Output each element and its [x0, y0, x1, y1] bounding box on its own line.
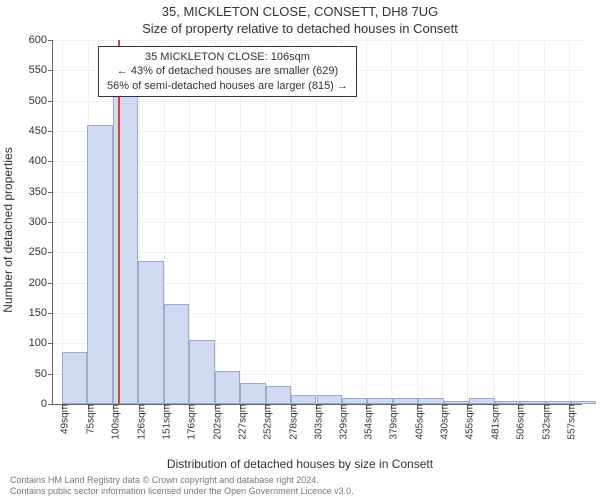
footer-line: Contains public sector information licen…: [10, 486, 354, 497]
histogram-bar: [342, 398, 367, 404]
chart-title: 35, MICKLETON CLOSE, CONSETT, DH8 7UG: [0, 4, 600, 19]
ytick-label: 100: [29, 337, 53, 349]
xtick-label: 252sqm: [256, 404, 273, 440]
histogram-bar: [215, 371, 240, 404]
xtick-label: 100sqm: [104, 404, 121, 440]
gridline-v: [467, 40, 468, 404]
ytick-label: 450: [29, 125, 53, 137]
annotation-line: 56% of semi-detached houses are larger (…: [107, 79, 348, 93]
histogram-bar: [317, 395, 342, 404]
x-axis-label: Distribution of detached houses by size …: [0, 457, 600, 471]
xtick-label: 455sqm: [459, 404, 476, 440]
ytick-label: 400: [29, 155, 53, 167]
histogram-bar: [367, 398, 392, 404]
histogram-bar: [189, 340, 214, 404]
xtick-label: 430sqm: [434, 404, 451, 440]
ytick-label: 0: [41, 398, 53, 410]
histogram-bar: [469, 398, 494, 404]
histogram-bar: [418, 398, 443, 404]
y-axis-label: Number of detached properties: [1, 147, 15, 312]
xtick-label: 557sqm: [561, 404, 578, 440]
gridline-v: [62, 40, 63, 404]
xtick-label: 176sqm: [180, 404, 197, 440]
xtick-label: 405sqm: [409, 404, 426, 440]
ytick-label: 150: [29, 307, 53, 319]
histogram-bar: [444, 401, 469, 404]
histogram-bar: [266, 386, 291, 404]
chart-container: { "chart": { "type": "histogram", "title…: [0, 0, 600, 500]
xtick-label: 506sqm: [510, 404, 527, 440]
ytick-label: 550: [29, 64, 53, 76]
xtick-label: 532sqm: [536, 404, 553, 440]
histogram-bar: [113, 95, 138, 404]
histogram-bar: [164, 304, 189, 404]
ytick-label: 500: [29, 95, 53, 107]
ytick-label: 250: [29, 246, 53, 258]
gridline-v: [442, 40, 443, 404]
xtick-label: 202sqm: [206, 404, 223, 440]
histogram-bar: [87, 125, 112, 404]
chart-subtitle: Size of property relative to detached ho…: [0, 21, 600, 36]
xtick-label: 354sqm: [358, 404, 375, 440]
gridline-v: [569, 40, 570, 404]
ytick-label: 300: [29, 216, 53, 228]
ytick-label: 200: [29, 277, 53, 289]
gridline-v: [417, 40, 418, 404]
xtick-label: 481sqm: [485, 404, 502, 440]
ytick-label: 50: [35, 368, 53, 380]
histogram-bar: [546, 401, 571, 404]
gridline-h: [53, 40, 582, 41]
xtick-label: 329sqm: [333, 404, 350, 440]
xtick-label: 379sqm: [383, 404, 400, 440]
xtick-label: 75sqm: [79, 404, 96, 434]
histogram-bar: [62, 352, 87, 404]
gridline-v: [391, 40, 392, 404]
histogram-bar: [138, 261, 163, 404]
ytick-label: 350: [29, 186, 53, 198]
gridline-v: [544, 40, 545, 404]
xtick-label: 227sqm: [231, 404, 248, 440]
histogram-bar: [495, 401, 520, 404]
gridline-v: [366, 40, 367, 404]
footer-attribution: Contains HM Land Registry data © Crown c…: [10, 475, 354, 497]
footer-line: Contains HM Land Registry data © Crown c…: [10, 475, 354, 486]
xtick-label: 126sqm: [130, 404, 147, 440]
xtick-label: 49sqm: [53, 404, 70, 434]
ytick-label: 600: [29, 34, 53, 46]
xtick-label: 278sqm: [282, 404, 299, 440]
histogram-bar: [520, 401, 545, 404]
histogram-bar: [291, 395, 316, 404]
histogram-bar: [240, 383, 265, 404]
gridline-v: [518, 40, 519, 404]
xtick-label: 151sqm: [155, 404, 172, 440]
histogram-bar: [393, 398, 418, 404]
annotation-line: 35 MICKLETON CLOSE: 106sqm: [107, 50, 348, 64]
xtick-label: 303sqm: [307, 404, 324, 440]
plot-area: 05010015020025030035040045050055060049sq…: [52, 40, 582, 405]
histogram-bar: [571, 401, 596, 404]
annotation-box: 35 MICKLETON CLOSE: 106sqm ← 43% of deta…: [98, 46, 357, 97]
gridline-v: [493, 40, 494, 404]
annotation-line: ← 43% of detached houses are smaller (62…: [107, 64, 348, 78]
